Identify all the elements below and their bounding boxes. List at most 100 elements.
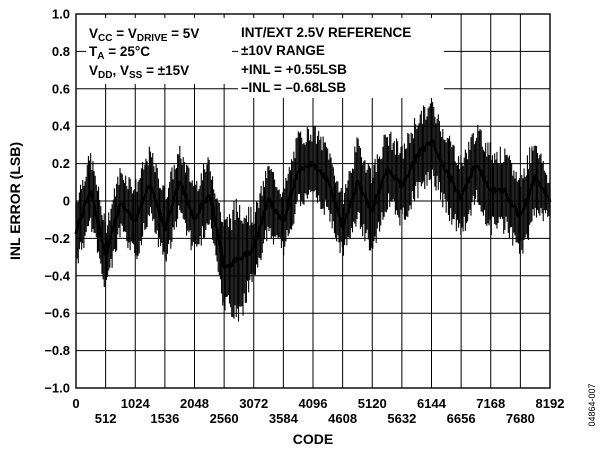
inl-core bbox=[513, 204, 518, 209]
inl-core bbox=[358, 184, 364, 193]
annotation-vcc: VCC = VDRIVE = 5V bbox=[89, 26, 199, 44]
x-tick-label: 1024 bbox=[121, 396, 151, 411]
inl-core bbox=[180, 184, 185, 190]
inl-core bbox=[409, 165, 414, 169]
inl-core bbox=[424, 143, 429, 147]
inl-core bbox=[503, 188, 508, 193]
inl-core bbox=[259, 220, 264, 226]
inl-core bbox=[321, 172, 326, 179]
inl-core bbox=[509, 201, 514, 206]
inl-core bbox=[484, 180, 489, 185]
y-tick-labels: 1.0 0.8 0.6 0.4 0.2 0 −0.2 −0.4 −0.6 −0.8 −1.0 bbox=[44, 7, 70, 396]
inl-core bbox=[325, 176, 330, 183]
inl-core bbox=[153, 198, 158, 203]
inl-core bbox=[290, 187, 295, 193]
inl-core bbox=[154, 201, 159, 207]
inl-core bbox=[149, 184, 154, 191]
inl-core bbox=[212, 215, 217, 221]
plot-frame bbox=[75, 13, 551, 389]
inl-core bbox=[376, 188, 382, 195]
inl-core bbox=[210, 201, 214, 206]
inl-core bbox=[100, 241, 105, 245]
inl-core bbox=[403, 177, 407, 182]
inl-core bbox=[136, 208, 141, 215]
inl-core bbox=[80, 213, 85, 219]
inl-core bbox=[261, 209, 266, 218]
inl-core bbox=[159, 215, 164, 223]
inl-core bbox=[171, 195, 176, 205]
inl-core bbox=[156, 207, 161, 213]
inl-core bbox=[189, 208, 194, 217]
inl-core bbox=[351, 194, 356, 200]
inl-core bbox=[124, 208, 129, 212]
inl-core bbox=[462, 187, 467, 192]
inl-core bbox=[112, 218, 117, 227]
x-tick-label: 512 bbox=[95, 411, 117, 426]
inl-core bbox=[545, 195, 550, 199]
inl-core bbox=[203, 200, 208, 204]
inl-core bbox=[233, 257, 238, 263]
inl-core bbox=[408, 167, 413, 171]
x-tick-label: 0 bbox=[72, 396, 79, 411]
inl-core bbox=[327, 182, 332, 187]
inl-core bbox=[521, 207, 526, 212]
inl-core bbox=[344, 213, 349, 219]
inl-core bbox=[175, 187, 179, 192]
annotation-inl-max: +INL = +0.55LSB bbox=[241, 62, 347, 77]
inl-core bbox=[456, 189, 461, 194]
inl-core bbox=[185, 198, 190, 205]
inl-core bbox=[85, 196, 90, 202]
inl-core bbox=[208, 197, 213, 203]
inl-core bbox=[282, 217, 287, 222]
inl-core bbox=[110, 226, 115, 233]
inl-core bbox=[531, 180, 536, 186]
inl-core bbox=[92, 202, 97, 211]
inl-core bbox=[504, 192, 509, 198]
inl-core bbox=[95, 216, 99, 220]
inl-core bbox=[474, 164, 478, 169]
inl-core bbox=[523, 205, 527, 210]
inl-core bbox=[170, 203, 175, 208]
inl-core bbox=[428, 142, 432, 147]
inl-core bbox=[288, 191, 294, 198]
inl-core bbox=[433, 146, 438, 152]
inl-core bbox=[242, 250, 247, 255]
inl-core bbox=[178, 180, 183, 185]
x-tick-label: 7168 bbox=[476, 396, 505, 411]
inl-core bbox=[97, 224, 102, 229]
inl-core bbox=[168, 209, 173, 214]
inl-core bbox=[116, 206, 121, 214]
inl-core bbox=[394, 178, 398, 182]
annotation-range: ±10V RANGE bbox=[241, 43, 325, 58]
inl-core bbox=[257, 225, 262, 232]
inl-core bbox=[114, 216, 118, 220]
inl-core bbox=[331, 195, 336, 202]
inl-core bbox=[82, 202, 87, 207]
inl-core bbox=[163, 222, 168, 232]
inl-core bbox=[179, 182, 184, 186]
inl-core bbox=[267, 197, 272, 201]
inl-core bbox=[508, 200, 512, 204]
inl-core bbox=[101, 243, 106, 249]
inl-core bbox=[341, 217, 347, 227]
inl-core bbox=[274, 210, 279, 215]
inl-core bbox=[431, 139, 436, 146]
inl-core bbox=[273, 208, 278, 213]
inl-core bbox=[294, 172, 299, 181]
inl-core bbox=[85, 199, 89, 204]
inl-core bbox=[91, 199, 96, 203]
inl-core bbox=[104, 248, 110, 255]
inl-core bbox=[215, 228, 220, 235]
inl-core bbox=[220, 253, 225, 263]
inl-core bbox=[187, 205, 192, 210]
inl-core bbox=[137, 206, 142, 211]
inl-core bbox=[89, 189, 94, 196]
inl-core bbox=[109, 231, 114, 235]
inl-core bbox=[380, 178, 385, 182]
inl-core bbox=[357, 180, 361, 185]
inl-core bbox=[213, 220, 218, 228]
inl-core bbox=[98, 227, 103, 237]
inl-core bbox=[308, 163, 313, 168]
inl-core bbox=[353, 188, 358, 193]
inl-core bbox=[336, 211, 341, 216]
